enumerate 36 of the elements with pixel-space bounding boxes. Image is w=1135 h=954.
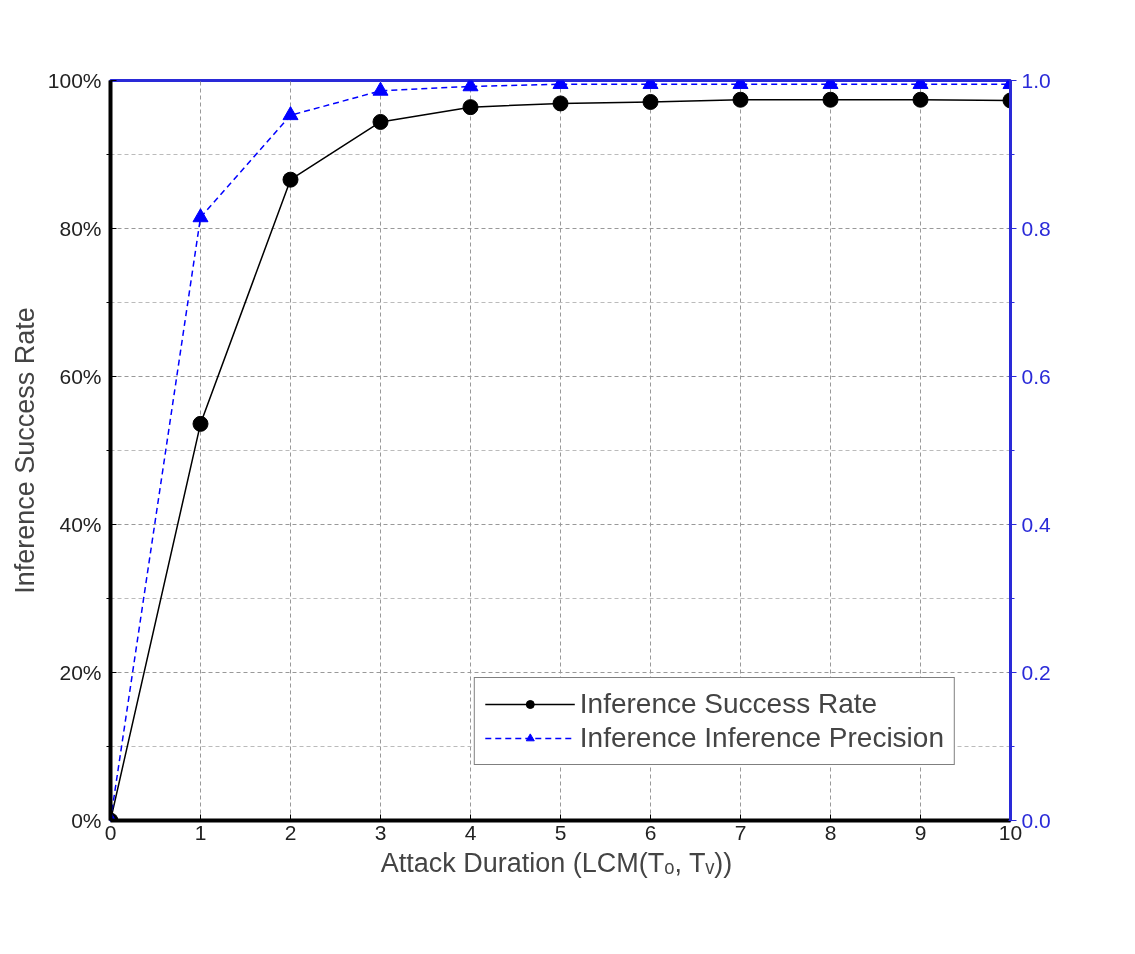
y2-tick-label: 0.4 bbox=[1021, 512, 1052, 536]
y-tick-label: 100% bbox=[47, 69, 102, 92]
y2-tick-label: 1.0 bbox=[1021, 68, 1051, 92]
x-tick-label: 4 bbox=[464, 820, 477, 844]
x-tick-label: 1 bbox=[194, 820, 207, 844]
x-tick-label: 5 bbox=[554, 820, 567, 844]
point bbox=[192, 415, 209, 432]
x-tick-label: 2 bbox=[284, 820, 297, 844]
point bbox=[822, 91, 839, 108]
x-tick-label: 10 bbox=[998, 820, 1023, 844]
point bbox=[462, 99, 479, 116]
y-axis-title: Inference Success Rate bbox=[9, 307, 40, 594]
x-tick-label: 3 bbox=[374, 820, 387, 844]
y-tick-label: 0% bbox=[71, 809, 102, 832]
y-tick-label: 20% bbox=[59, 661, 102, 684]
point bbox=[912, 91, 929, 108]
y-tick-label: 40% bbox=[59, 513, 102, 536]
y-tick-label: 80% bbox=[59, 217, 102, 240]
x-axis-title: Attack Duration (LCM(Tₒ, Tᵥ)) bbox=[380, 847, 733, 878]
legend-label: Inference Success Rate bbox=[579, 688, 878, 720]
x-tick-label: 6 bbox=[644, 820, 657, 844]
x-tick-label: 7 bbox=[734, 820, 747, 844]
y2-tick-label: 0.2 bbox=[1021, 660, 1051, 684]
point bbox=[372, 113, 389, 130]
point bbox=[732, 91, 749, 108]
y2-tick-label: 0.6 bbox=[1021, 364, 1051, 388]
y2-tick-label: 0.0 bbox=[1021, 808, 1051, 832]
point bbox=[282, 171, 299, 188]
point bbox=[642, 93, 659, 110]
y2-tick-label: 0.8 bbox=[1021, 216, 1051, 240]
y-tick-label: 60% bbox=[59, 365, 102, 388]
x-tick-label: 9 bbox=[914, 820, 927, 844]
x-tick-label: 8 bbox=[824, 820, 837, 844]
point bbox=[552, 95, 569, 112]
x-tick-label: 0 bbox=[104, 820, 117, 844]
legend-label: Inference Inference Precision bbox=[579, 722, 944, 754]
